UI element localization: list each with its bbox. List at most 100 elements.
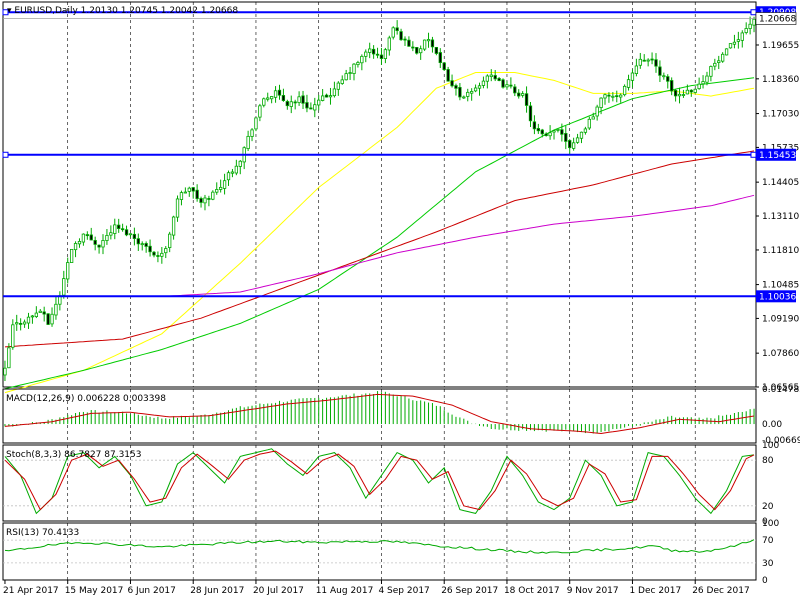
candle-body[interactable] [560, 129, 564, 135]
candle-body[interactable] [391, 27, 395, 38]
candle-body[interactable] [689, 89, 693, 93]
candle-body[interactable] [97, 244, 101, 248]
level-handle[interactable] [750, 9, 757, 16]
candle-body[interactable] [379, 54, 384, 59]
rsi-panel[interactable]: 100 70 30 0 [2, 519, 779, 586]
candle-body[interactable] [520, 93, 525, 96]
candle-body[interactable] [626, 79, 631, 88]
candle-body[interactable] [591, 116, 595, 120]
candle-body[interactable] [540, 129, 544, 135]
candle-body[interactable] [450, 80, 454, 87]
candle-body[interactable] [171, 216, 176, 236]
level-handle[interactable] [2, 9, 9, 16]
candle-body[interactable] [183, 191, 188, 194]
candle-body[interactable] [7, 347, 11, 369]
candle-body[interactable] [50, 313, 54, 325]
candle-body[interactable] [622, 85, 627, 96]
candle-body[interactable] [15, 322, 19, 325]
candle-body[interactable] [89, 234, 93, 241]
candle-body[interactable] [285, 101, 289, 107]
candle-body[interactable] [556, 128, 560, 131]
candle-body[interactable] [630, 72, 635, 81]
candle-body[interactable] [38, 310, 42, 313]
candle-body[interactable] [250, 129, 254, 137]
candle-body[interactable] [454, 85, 458, 89]
candle-body[interactable] [470, 91, 474, 94]
candle-body[interactable] [673, 89, 678, 97]
candle-body[interactable] [215, 189, 219, 193]
candle-body[interactable] [352, 63, 356, 74]
candle-body[interactable] [360, 55, 364, 64]
candle-body[interactable] [254, 117, 258, 130]
candle-body[interactable] [485, 75, 490, 82]
candle-body[interactable] [42, 311, 46, 315]
candle-body[interactable] [269, 96, 274, 100]
candle-body[interactable] [344, 73, 348, 81]
candle-body[interactable] [132, 233, 137, 239]
candle-body[interactable] [160, 252, 164, 257]
candle-body[interactable] [164, 248, 168, 254]
candle-body[interactable] [568, 140, 572, 149]
candle-body[interactable] [152, 251, 156, 256]
candle-body[interactable] [364, 51, 368, 57]
candle-body[interactable] [148, 245, 152, 253]
candle-body[interactable] [513, 86, 517, 94]
level-handle[interactable] [750, 151, 757, 158]
candle-body[interactable] [748, 23, 752, 29]
candle-body[interactable] [419, 48, 423, 54]
candle-body[interactable] [207, 198, 211, 200]
candle-body[interactable] [85, 234, 89, 237]
candle-body[interactable] [395, 27, 399, 32]
candle-body[interactable] [191, 187, 195, 192]
candle-body[interactable] [234, 165, 239, 174]
candle-body[interactable] [18, 323, 23, 325]
candle-body[interactable] [320, 95, 325, 101]
candle-body[interactable] [101, 240, 105, 248]
candle-body[interactable] [481, 80, 486, 86]
candle-body[interactable] [422, 39, 427, 50]
candle-body[interactable] [685, 89, 690, 95]
candle-body[interactable] [430, 39, 435, 48]
candle-body[interactable] [599, 97, 603, 108]
candle-body[interactable] [226, 172, 231, 181]
candle-body[interactable] [81, 233, 86, 243]
candle-body[interactable] [175, 198, 180, 218]
candle-body[interactable] [658, 66, 662, 76]
candle-body[interactable] [501, 79, 505, 88]
candle-body[interactable] [497, 78, 501, 81]
candle-body[interactable] [309, 107, 313, 110]
candle-body[interactable] [328, 95, 333, 98]
candle-body[interactable] [505, 84, 509, 88]
candle-body[interactable] [62, 278, 66, 296]
candle-body[interactable] [168, 233, 172, 249]
candle-body[interactable] [462, 96, 466, 99]
candle-body[interactable] [199, 198, 203, 203]
candle-body[interactable] [403, 38, 407, 41]
candle-body[interactable] [230, 171, 235, 174]
candle-body[interactable] [411, 46, 415, 49]
candle-body[interactable] [442, 62, 446, 70]
candle-body[interactable] [46, 313, 50, 325]
candle-body[interactable] [73, 243, 78, 251]
candle-body[interactable] [721, 53, 725, 62]
candle-body[interactable] [607, 94, 611, 97]
candle-body[interactable] [77, 241, 82, 245]
candle-body[interactable] [654, 59, 658, 67]
candle-body[interactable] [179, 192, 184, 200]
candle-body[interactable] [744, 28, 748, 33]
candle-body[interactable] [54, 303, 58, 316]
candle-body[interactable] [740, 32, 744, 41]
candle-body[interactable] [564, 133, 568, 142]
candle-body[interactable] [619, 94, 623, 98]
candle-body[interactable] [415, 46, 419, 54]
candle-body[interactable] [571, 142, 576, 149]
candle-body[interactable] [140, 243, 144, 246]
candle-body[interactable] [301, 95, 305, 104]
candle-body[interactable] [136, 238, 140, 245]
candle-body[interactable] [634, 65, 639, 74]
candle-body[interactable] [120, 228, 125, 231]
candle-body[interactable] [650, 58, 654, 61]
candle-body[interactable] [22, 321, 27, 325]
candle-body[interactable] [697, 83, 701, 90]
